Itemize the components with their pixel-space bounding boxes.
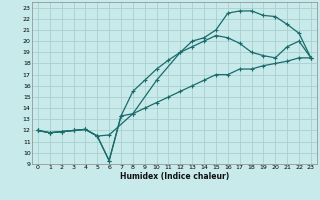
X-axis label: Humidex (Indice chaleur): Humidex (Indice chaleur) [120,172,229,181]
